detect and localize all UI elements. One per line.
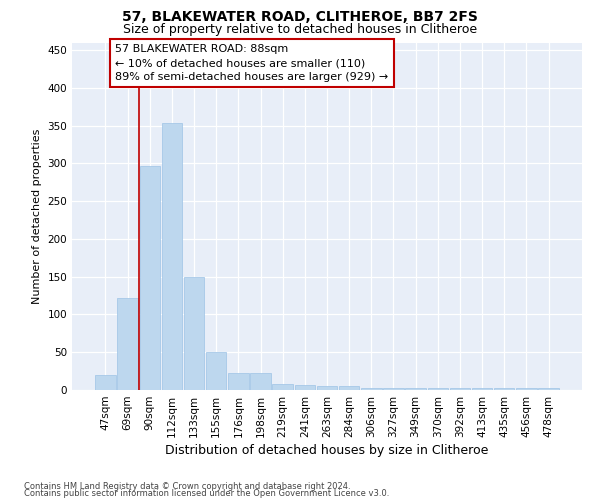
Bar	[361, 388, 382, 390]
Bar	[184, 276, 204, 390]
Bar	[472, 388, 493, 390]
Bar	[118, 298, 138, 390]
Bar	[406, 388, 426, 390]
Text: Contains HM Land Registry data © Crown copyright and database right 2024.: Contains HM Land Registry data © Crown c…	[24, 482, 350, 491]
Y-axis label: Number of detached properties: Number of detached properties	[32, 128, 42, 304]
Text: Size of property relative to detached houses in Clitheroe: Size of property relative to detached ho…	[123, 22, 477, 36]
Text: Contains public sector information licensed under the Open Government Licence v3: Contains public sector information licen…	[24, 490, 389, 498]
Bar	[250, 374, 271, 390]
Bar	[95, 375, 116, 390]
Bar	[428, 388, 448, 390]
Bar	[339, 386, 359, 390]
Bar	[494, 388, 514, 390]
Text: 57, BLAKEWATER ROAD, CLITHEROE, BB7 2FS: 57, BLAKEWATER ROAD, CLITHEROE, BB7 2FS	[122, 10, 478, 24]
Bar	[272, 384, 293, 390]
Bar	[450, 388, 470, 390]
Bar	[295, 386, 315, 390]
Bar	[161, 124, 182, 390]
Bar	[228, 374, 248, 390]
Bar	[516, 388, 536, 390]
Bar	[317, 386, 337, 390]
X-axis label: Distribution of detached houses by size in Clitheroe: Distribution of detached houses by size …	[166, 444, 488, 457]
Text: 57 BLAKEWATER ROAD: 88sqm
← 10% of detached houses are smaller (110)
89% of semi: 57 BLAKEWATER ROAD: 88sqm ← 10% of detac…	[115, 44, 389, 82]
Bar	[383, 388, 404, 390]
Bar	[206, 352, 226, 390]
Bar	[140, 166, 160, 390]
Bar	[538, 388, 559, 390]
